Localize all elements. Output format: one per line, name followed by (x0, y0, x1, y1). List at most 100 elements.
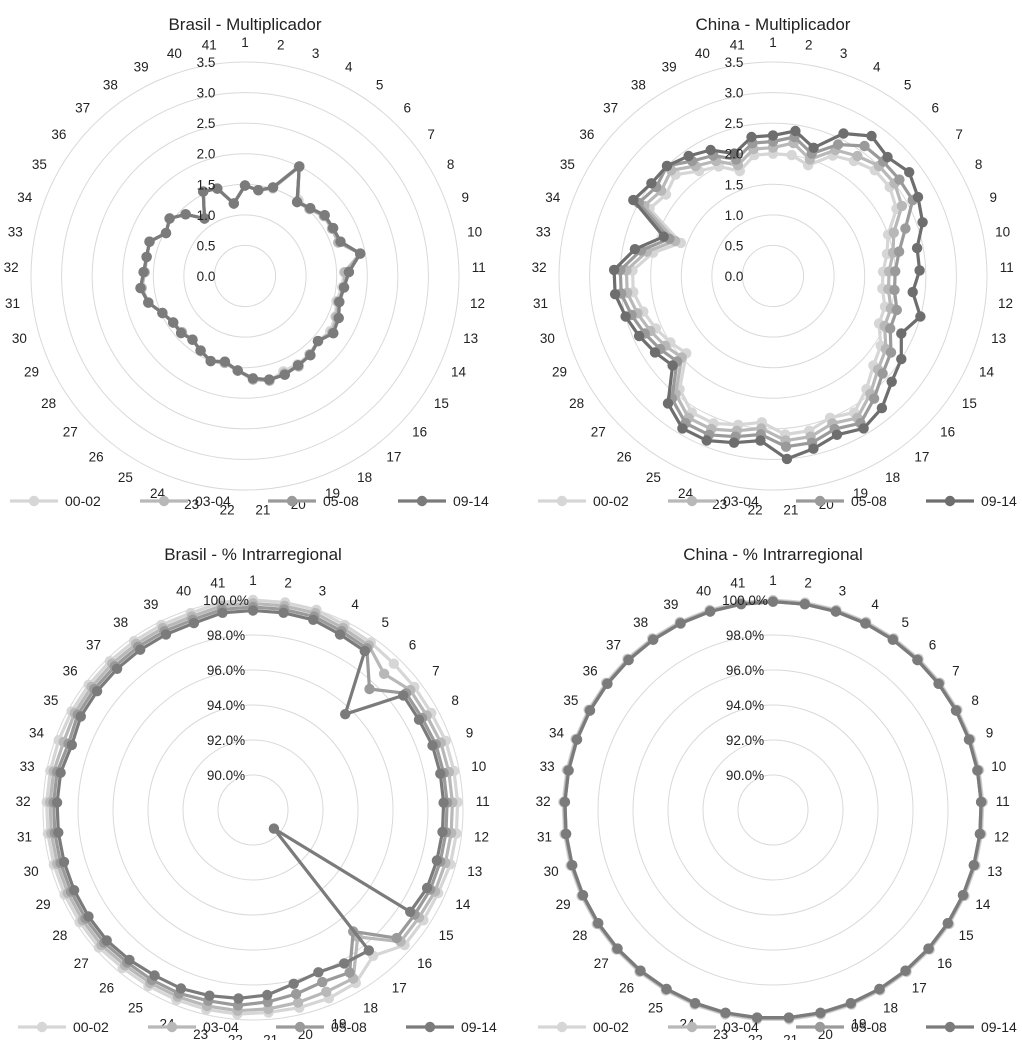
category-label: 16 (417, 956, 432, 971)
data-point (319, 210, 330, 221)
data-point (355, 248, 366, 259)
data-point (914, 265, 925, 276)
category-label: 12 (474, 829, 489, 844)
category-label: 17 (912, 980, 927, 995)
category-label: 14 (975, 897, 991, 912)
data-point (859, 140, 870, 152)
category-label: 6 (409, 637, 417, 652)
grid-ring (680, 183, 866, 369)
data-point (577, 890, 589, 901)
category-label: 14 (455, 897, 471, 912)
legend-marker (944, 1021, 956, 1033)
data-point (438, 797, 449, 808)
category-label: 27 (594, 956, 609, 971)
category-label: 16 (940, 425, 955, 440)
data-point (338, 282, 350, 293)
category-label: 22 (220, 502, 235, 517)
category-label: 8 (975, 157, 983, 172)
category-label: 41 (202, 38, 217, 53)
data-point (560, 828, 572, 840)
data-point (431, 855, 443, 866)
category-label: 14 (979, 365, 995, 380)
data-point (160, 629, 172, 640)
category-label: 38 (633, 615, 648, 630)
data-point (135, 282, 146, 294)
category-label: 18 (885, 470, 900, 485)
data-point (767, 596, 779, 607)
series-05-08 (615, 131, 918, 452)
data-point (343, 266, 355, 278)
chart-title: China - % Intrarregional (683, 545, 863, 564)
series-line (138, 164, 362, 382)
data-point (168, 317, 179, 328)
data-point (975, 796, 987, 808)
data-point (187, 334, 198, 345)
data-point (890, 266, 901, 277)
category-label: 2 (805, 38, 813, 53)
legend-marker (28, 495, 40, 507)
legend-entry: 03-04 (668, 1019, 759, 1035)
category-label: 18 (357, 470, 372, 485)
category-label: 26 (619, 980, 634, 995)
legend-marker (294, 1021, 306, 1033)
data-point (751, 1012, 763, 1023)
category-label: 27 (63, 425, 78, 440)
data-point (608, 264, 620, 276)
legend-label: 00-02 (73, 1019, 109, 1035)
data-point (900, 223, 911, 234)
data-point (268, 823, 280, 834)
data-point (885, 323, 896, 334)
grid-ring (122, 153, 368, 399)
category-label: 3 (319, 584, 327, 599)
category-label: 22 (748, 1032, 763, 1040)
data-point (334, 629, 346, 640)
axis-tick-label: 92.0% (726, 733, 764, 748)
data-point (584, 705, 596, 716)
grid-ring (589, 92, 957, 460)
category-label: 21 (783, 1032, 798, 1040)
category-label: 12 (998, 296, 1013, 311)
category-label: 4 (345, 59, 353, 74)
category-label: 22 (748, 502, 763, 517)
legend-entry: 05-08 (796, 1019, 887, 1035)
series-03-04 (136, 161, 366, 386)
category-label: 30 (24, 864, 39, 879)
data-point (911, 242, 923, 254)
category-label: 36 (63, 664, 78, 679)
data-point (755, 435, 766, 446)
data-point (701, 435, 712, 446)
data-point (894, 174, 905, 185)
category-label: 1 (769, 573, 777, 588)
category-label: 1 (769, 35, 777, 50)
legend-marker (686, 1021, 698, 1033)
legend-marker (556, 1021, 568, 1033)
category-label: 40 (167, 46, 182, 61)
category-label: 41 (730, 38, 745, 53)
axis-tick-label: 92.0% (207, 733, 245, 748)
data-point (790, 125, 801, 137)
data-point (175, 983, 187, 994)
data-point (705, 144, 716, 156)
category-label: 17 (386, 450, 401, 465)
legend-label: 03-04 (195, 493, 231, 509)
data-point (888, 227, 899, 238)
category-label: 11 (472, 260, 486, 275)
grid-ring (741, 244, 805, 308)
category-label: 37 (603, 100, 618, 115)
data-point (344, 967, 355, 978)
data-point (288, 978, 299, 989)
data-point (746, 131, 757, 143)
category-label: 31 (17, 829, 32, 844)
category-label: 37 (606, 637, 621, 652)
category-label: 11 (1000, 260, 1014, 275)
data-point (437, 826, 448, 838)
category-label: 21 (263, 1032, 278, 1040)
category-label: 23 (713, 1027, 728, 1040)
category-label: 13 (991, 331, 1006, 346)
data-point (233, 993, 244, 1004)
category-label: 39 (134, 59, 149, 74)
data-point (950, 705, 962, 716)
data-point (217, 607, 228, 618)
data-point (135, 644, 146, 655)
data-point (290, 988, 302, 1000)
